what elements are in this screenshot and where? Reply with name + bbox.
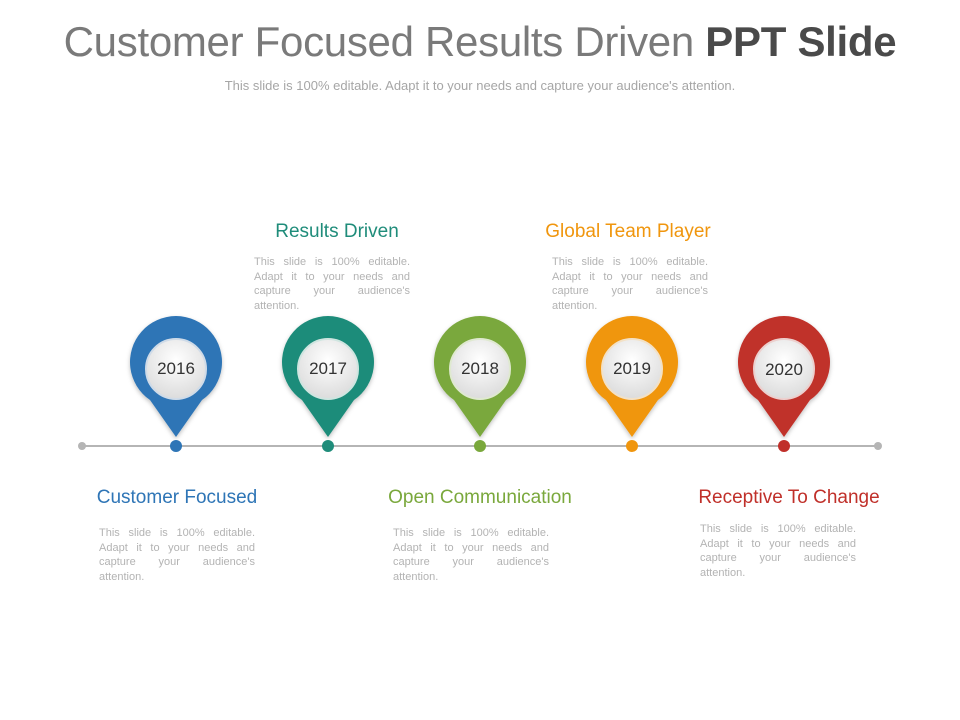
milestone-heading-2018: Open Communication <box>388 487 572 508</box>
milestone-dot-2018 <box>474 440 486 452</box>
milestone-body-2018: This slide is 100% editable. Adapt it to… <box>393 527 549 583</box>
milestone-dot-2016 <box>170 440 182 452</box>
milestone-pin-2020 <box>738 316 830 437</box>
slide-title: Customer Focused Results Driven PPT Slid… <box>0 18 960 66</box>
milestone-pin-2017 <box>282 316 375 437</box>
milestone-pin-2019 <box>586 316 678 437</box>
slide-subtitle: This slide is 100% editable. Adapt it to… <box>224 78 736 93</box>
milestone-heading-2020: Receptive To Change <box>698 487 880 508</box>
year-label-2017: 2017 <box>309 359 347 378</box>
milestone-dot-2017 <box>322 440 334 452</box>
title-bold: PPT Slide <box>705 18 897 65</box>
axis-end-left <box>78 442 86 450</box>
year-label-2019: 2019 <box>613 359 651 378</box>
year-label-2020: 2020 <box>765 360 803 379</box>
milestone-pin-2018 <box>433 316 526 437</box>
milestone-pin-2016 <box>130 316 222 437</box>
milestone-body-2017: This slide is 100% editable. Adapt it to… <box>254 256 410 312</box>
milestone-body-2016: This slide is 100% editable. Adapt it to… <box>99 527 255 583</box>
year-label-2016: 2016 <box>157 359 195 378</box>
axis-end-right <box>874 442 882 450</box>
milestone-heading-2016: Customer Focused <box>96 487 258 508</box>
title-regular: Customer Focused Results Driven <box>63 18 695 65</box>
year-label-2018: 2018 <box>461 359 499 378</box>
milestone-body-2020: This slide is 100% editable. Adapt it to… <box>700 523 856 579</box>
milestone-heading-2019: Global Team Player <box>545 221 711 242</box>
milestone-dot-2020 <box>778 440 790 452</box>
milestone-heading-2017: Results Driven <box>275 221 399 242</box>
milestone-dot-2019 <box>626 440 638 452</box>
milestone-body-2019: This slide is 100% editable. Adapt it to… <box>552 256 708 312</box>
